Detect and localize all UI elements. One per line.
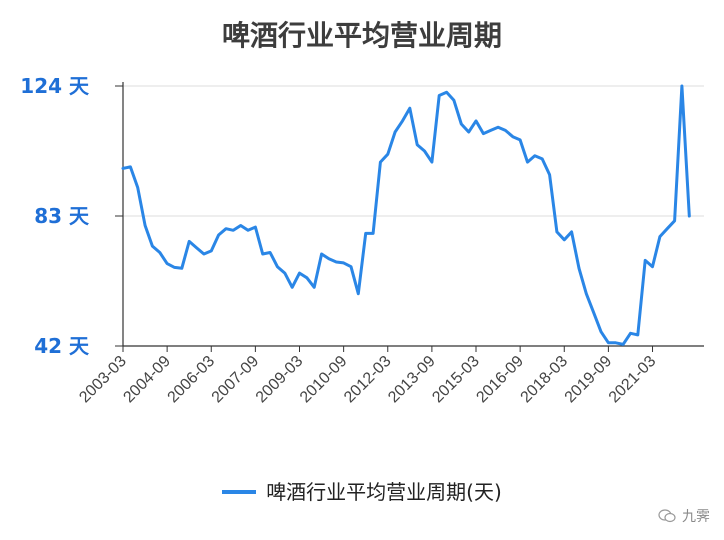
y-tick-label: 42 天 — [34, 334, 90, 358]
y-tick-label: 124 天 — [20, 74, 90, 98]
x-tick-label: 2013-09 — [385, 353, 439, 407]
x-tick-label: 2007-09 — [209, 353, 263, 407]
x-tick-label: 2003-03 — [76, 353, 130, 407]
watermark: 九霁 — [658, 506, 710, 526]
series-line — [121, 84, 691, 346]
x-tick-label: 2004-09 — [120, 353, 174, 407]
x-tick-label: 2018-03 — [518, 353, 572, 407]
x-tick-label: 2009-03 — [253, 353, 307, 407]
x-tick-label: 2019-09 — [562, 353, 616, 407]
y-tick-labels: 42 天 83 天 124 天 — [20, 74, 90, 358]
axes — [115, 82, 704, 352]
x-tick-label: 2006-03 — [165, 353, 219, 407]
wechat-icon — [658, 509, 676, 523]
x-tick-label: 2010-09 — [297, 353, 351, 407]
watermark-text: 九霁 — [682, 509, 710, 525]
x-tick-label: 2012-03 — [341, 353, 395, 407]
chart-title: 啤酒行业平均营业周期 — [221, 19, 502, 52]
series-lines — [121, 84, 691, 346]
legend-swatch — [222, 489, 257, 494]
x-tick-label: 2021-03 — [606, 353, 660, 407]
legend-label: 啤酒行业平均营业周期(天) — [266, 480, 502, 504]
x-tick-label: 2016-09 — [473, 353, 527, 407]
line-chart: 42 天 83 天 124 天 2003-032004-092006-032007-… — [20, 74, 704, 407]
x-tick-label: 2015-03 — [429, 353, 483, 407]
y-tick-label: 83 天 — [34, 204, 90, 228]
legend: 啤酒行业平均营业周期(天) — [0, 476, 724, 505]
x-tick-labels: 2003-032004-092006-032007-092009-032010-… — [76, 353, 659, 407]
